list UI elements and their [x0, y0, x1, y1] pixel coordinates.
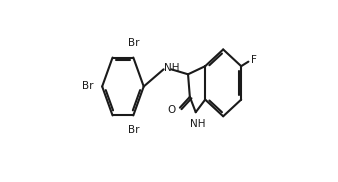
Text: F: F [251, 55, 257, 65]
Text: Br: Br [128, 125, 140, 135]
Text: O: O [167, 104, 175, 114]
Text: Br: Br [82, 82, 93, 92]
Text: NH: NH [190, 118, 205, 128]
Text: Br: Br [128, 38, 140, 48]
Text: NH: NH [165, 63, 180, 73]
